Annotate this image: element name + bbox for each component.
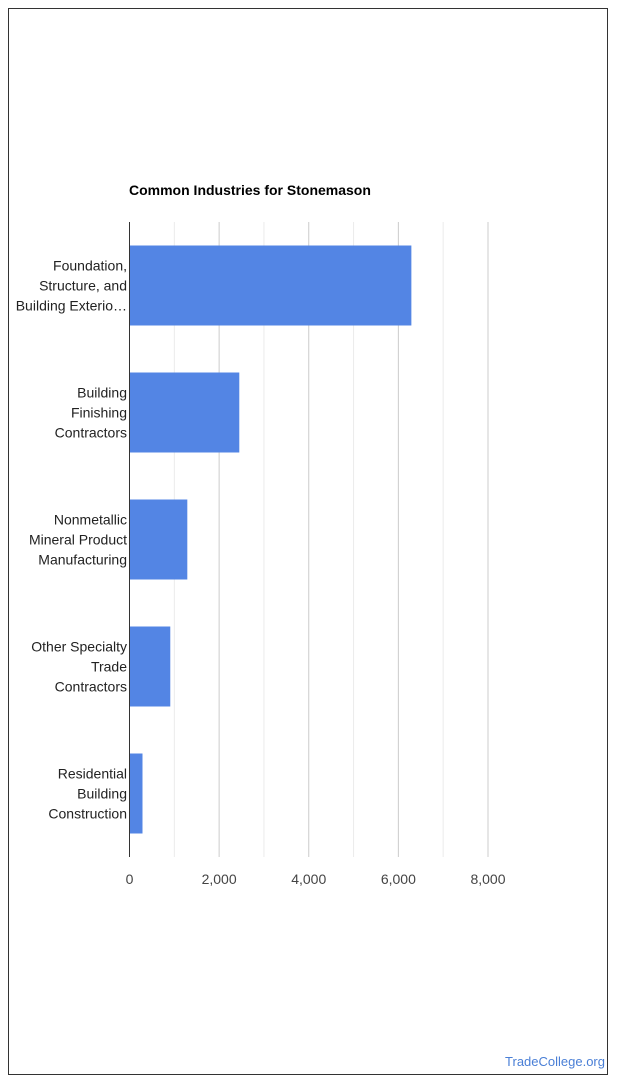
bar — [129, 626, 171, 707]
chart-title: Common Industries for Stonemason — [129, 182, 371, 198]
category-label: Trade — [91, 659, 127, 675]
category-label: Residential — [58, 766, 127, 782]
category-label: Building — [77, 786, 127, 802]
x-tick-label: 6,000 — [381, 871, 416, 887]
category-label: Building — [77, 385, 127, 401]
category-label: Finishing — [71, 405, 127, 421]
category-label: Building Exterio… — [16, 298, 127, 314]
x-tick-label: 0 — [126, 871, 134, 887]
bar — [129, 499, 188, 580]
category-label: Contractors — [55, 425, 127, 441]
category-label: Structure, and — [39, 278, 127, 294]
category-label: Other Specialty — [31, 639, 127, 655]
bar — [129, 245, 412, 326]
category-label: Foundation, — [53, 258, 127, 274]
watermark-link[interactable]: TradeCollege.org — [505, 1054, 605, 1069]
x-tick-label: 2,000 — [202, 871, 237, 887]
category-label: Manufacturing — [38, 552, 127, 568]
bar — [129, 372, 240, 453]
x-tick-label: 8,000 — [470, 871, 505, 887]
bar — [129, 753, 143, 834]
x-tick-label: 4,000 — [291, 871, 326, 887]
category-label: Construction — [48, 806, 127, 822]
category-label: Nonmetallic — [54, 512, 127, 528]
chart-frame — [8, 8, 608, 1075]
category-label: Contractors — [55, 679, 127, 695]
category-label: Mineral Product — [29, 532, 127, 548]
